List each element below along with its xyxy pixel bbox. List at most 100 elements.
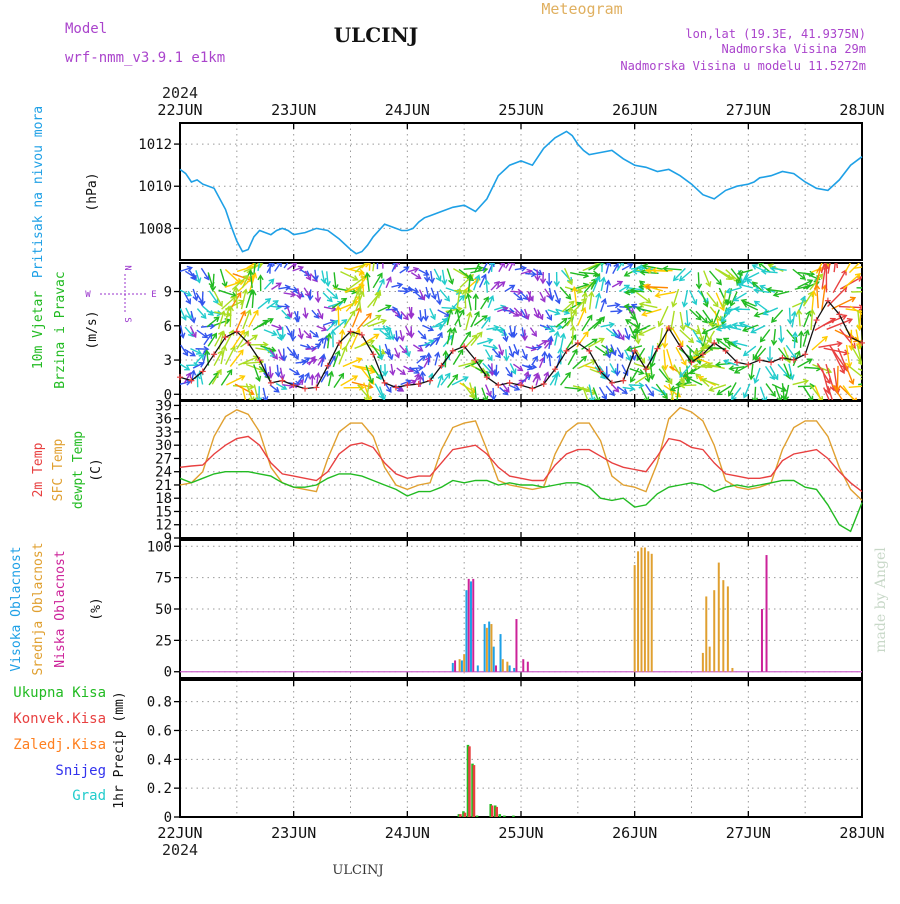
header: Model wrf-nmm_v3.9.1 e1km ULCINJ Meteogr… [65, 0, 889, 878]
wind-arrow [698, 272, 699, 288]
wind-arrow [755, 387, 756, 402]
year-top: 2024 [162, 84, 198, 102]
wind-arrow [680, 385, 696, 386]
wind-arrowhead [869, 263, 874, 268]
cloud-bar [713, 590, 715, 672]
cloud-bar [705, 596, 707, 671]
wind-arrowhead [832, 407, 837, 412]
wind-arrow [453, 350, 462, 365]
precip-legend-0: Ukupna Kisa [13, 685, 106, 701]
wind-arrow [863, 379, 880, 387]
wind-arrows [178, 244, 882, 412]
cloud-ylabel-2: Niska Oblacnost [53, 550, 68, 667]
cloud-bar [452, 663, 454, 672]
wind-arrow [864, 363, 883, 365]
cloud-bar [486, 628, 488, 672]
cloud-bar [647, 551, 649, 671]
cloud-bar [472, 579, 474, 672]
precip-bar [473, 765, 476, 817]
cloud-bar [463, 654, 465, 672]
wind-arrowhead [871, 353, 876, 358]
cloud-bar [506, 662, 508, 672]
cloud-bar [640, 548, 642, 672]
compass-west: W [85, 290, 91, 300]
wind-arrow [357, 314, 371, 330]
wind-arrow [862, 270, 881, 273]
pressure-ylabel: Pritisak na nivou mora [31, 106, 46, 278]
ytick-label: 100 [147, 539, 172, 555]
wind-arrowhead [875, 379, 880, 384]
precip-bar [495, 807, 498, 817]
wind-arrow [804, 387, 813, 401]
wind-gust-mark [177, 374, 183, 380]
wind-arrowhead [863, 309, 868, 314]
wind-arrow [843, 274, 860, 289]
wind-arrow [561, 373, 571, 385]
wind-arrow [863, 289, 878, 300]
wind-gust-mark [393, 384, 399, 390]
wind-arrowhead [372, 254, 377, 259]
wind-arrowhead [830, 406, 835, 411]
wind-arrow [811, 310, 812, 330]
ytick-label: 75 [155, 571, 172, 587]
wind-arrow [629, 385, 643, 386]
wind-arrow [794, 333, 795, 349]
sfc-temp-line [180, 408, 862, 501]
wind-arrow [233, 386, 254, 387]
wind-gust-mark [313, 384, 319, 390]
cloud-bar [461, 660, 463, 671]
cloud-bar [644, 548, 646, 672]
bottom-date-label: 24JUN [385, 824, 430, 842]
cloud-bar [637, 551, 639, 671]
temp-ylabel-2: dewpt Temp [71, 431, 86, 509]
wind-arrow [851, 291, 871, 292]
precip-bar [464, 813, 467, 817]
wind-arrow [374, 328, 391, 329]
precip-bar [499, 814, 502, 817]
bottom-date-label: 26JUN [612, 824, 657, 842]
cloud-bar [488, 622, 490, 672]
cloud-bar [465, 590, 467, 672]
credit-text: made by Angel [873, 547, 889, 653]
cloud-ylabel-1: Srednja Oblacnost [31, 542, 46, 675]
top-date-label: 28JUN [839, 101, 884, 119]
cloud-bar [502, 659, 504, 672]
wind-gust-mark [302, 386, 308, 392]
ytick-label: 1012 [138, 137, 172, 153]
wind-arrow [793, 269, 805, 279]
wind-arrowhead [823, 253, 828, 258]
cloud-bar [490, 624, 492, 672]
wind-arrow [772, 310, 783, 322]
wind-arrowhead [372, 255, 377, 260]
wind-arrowhead [820, 402, 825, 407]
wind-arrow [680, 330, 693, 342]
precip-bar [491, 805, 494, 817]
lonlat-text: lon,lat (19.3E, 41.9375N) [685, 27, 866, 41]
meteogram-title: Meteogram [541, 0, 622, 18]
precip-bar [468, 746, 471, 817]
wind-arrow [573, 357, 586, 369]
wind-arrow [572, 326, 573, 344]
pressure-line [180, 131, 862, 253]
wind-arrowhead [834, 247, 839, 252]
wind-arrow [338, 307, 339, 326]
wind-arrowhead [852, 252, 857, 257]
bottom-date-label: 22JUN [157, 824, 202, 842]
cloud-bar [634, 565, 636, 672]
wind-arrowhead [830, 247, 835, 252]
top-date-label: 24JUN [385, 101, 430, 119]
wind-arrowhead [375, 255, 380, 259]
top-date-label: 22JUN [157, 101, 202, 119]
wind-arrowhead [872, 285, 876, 290]
precip-bar [512, 816, 515, 817]
wind-gust-mark [620, 378, 626, 384]
bottom-date-label: 28JUN [839, 824, 884, 842]
pressure-unit-label: (hPa) [85, 172, 100, 211]
chart-panels: 10081010101222JUN22JUN23JUN23JUN24JUN24J… [9, 101, 885, 842]
cloud-bar [761, 609, 763, 672]
wind-arrowhead [825, 249, 830, 254]
cloud-bar [766, 555, 768, 672]
